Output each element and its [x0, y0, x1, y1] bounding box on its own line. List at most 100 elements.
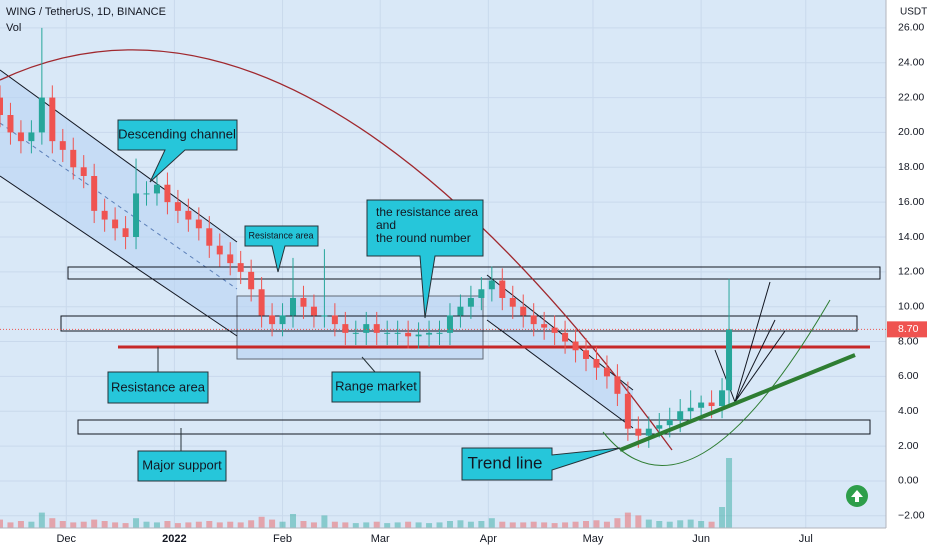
volume-bar: [17, 521, 24, 528]
last-price-label: 8.70: [898, 323, 919, 335]
candle-body: [258, 289, 265, 316]
volume-bar: [59, 521, 66, 528]
candle-body: [488, 280, 495, 290]
zone: [67, 266, 881, 280]
annotation: Range market: [335, 378, 417, 393]
volume-bar: [603, 521, 610, 528]
volume-label: Vol: [6, 22, 21, 34]
candle-body: [164, 184, 171, 203]
y-tick-label: 24.00: [898, 57, 924, 69]
arc: [602, 299, 831, 466]
volume-bar: [206, 521, 213, 528]
y-tick-label: 20.00: [898, 126, 924, 138]
candle-body: [530, 315, 537, 325]
volume-bar: [164, 521, 171, 528]
volume-bar: [457, 520, 464, 528]
volume-bar: [520, 522, 527, 528]
y-tick-label: 26.00: [898, 22, 924, 34]
volume-bar: [363, 522, 370, 528]
callout-box: [244, 225, 319, 273]
volume-bar: [446, 521, 453, 528]
volume-bar: [614, 518, 621, 528]
currency: USDT: [900, 7, 927, 18]
callout-box: [366, 199, 484, 319]
volume-bar: [28, 521, 35, 528]
volume-bar: [645, 519, 652, 528]
y-tick-label: 12.00: [898, 266, 924, 278]
candle-body: [593, 358, 600, 368]
volume-bar: [593, 520, 600, 528]
candle-body: [446, 315, 453, 333]
annotation: the round number: [376, 231, 471, 245]
candle-body: [7, 115, 14, 133]
candle-body: [185, 210, 192, 220]
candle-body: [17, 132, 24, 142]
y-tick-label: −2.00: [898, 510, 925, 522]
candle-body: [101, 210, 108, 220]
volume-bar: [726, 458, 733, 528]
x-tick-label: Feb: [273, 533, 292, 545]
candle-body: [195, 219, 202, 229]
callout-pointer: [361, 356, 376, 373]
candle-body: [551, 327, 558, 333]
callout-box: [107, 371, 209, 404]
volume-bar: [321, 515, 328, 528]
annotation: Trend line: [468, 453, 543, 472]
annotation: Major support: [142, 457, 222, 472]
callouts: [107, 119, 621, 482]
candle-body: [269, 315, 276, 325]
candle-body: [122, 228, 129, 237]
volume-bar: [342, 522, 349, 528]
y-tick-label: 14.00: [898, 231, 924, 243]
channel-line: [486, 319, 634, 429]
callout-box: [461, 447, 621, 481]
candle-body: [603, 367, 610, 377]
volume-bar: [153, 522, 160, 528]
volume-bar: [80, 521, 87, 528]
volume-bar: [122, 523, 129, 528]
candle-body: [562, 332, 569, 342]
volume-bar: [0, 519, 3, 528]
candle-body: [457, 306, 464, 316]
volume-bar: [195, 521, 202, 528]
volume-bar: [384, 523, 391, 528]
x-tick-label: 2022: [162, 533, 186, 545]
volume-bar: [248, 520, 255, 528]
volume-bar: [635, 515, 642, 528]
candle-body: [499, 280, 506, 298]
candle-body: [38, 97, 45, 133]
candle-body: [666, 419, 673, 426]
candle-body: [28, 132, 35, 142]
candle-body: [624, 393, 631, 429]
candle-body: [726, 329, 733, 391]
volume-bar: [551, 523, 558, 528]
channel-fill: [0, 70, 237, 336]
candle-body: [310, 306, 317, 316]
annotation: Resistance area: [111, 379, 206, 394]
candle-body: [133, 193, 140, 237]
range-box: [236, 295, 484, 360]
candle-body: [426, 332, 433, 335]
volume-bar: [269, 519, 276, 528]
candle-body: [153, 184, 160, 194]
volume-bar: [478, 521, 485, 528]
volume-bar: [467, 521, 474, 528]
volume-bar: [310, 522, 317, 528]
x-tick-label: May: [583, 533, 604, 545]
candle-body: [206, 228, 213, 246]
volume-bar: [624, 512, 631, 528]
x-tick-label: Dec: [56, 533, 76, 545]
annotation: and: [376, 218, 396, 232]
candle-body: [415, 334, 422, 337]
volume-bar: [677, 520, 684, 528]
candle-body: [394, 332, 401, 334]
volume-bar: [509, 522, 516, 528]
volume-bar: [237, 522, 244, 528]
candle-body: [572, 341, 579, 351]
channel-line: [0, 175, 238, 337]
candle-body: [248, 271, 255, 290]
volume-bar: [174, 523, 181, 528]
candle-body: [321, 315, 328, 317]
volume-bar: [499, 521, 506, 528]
